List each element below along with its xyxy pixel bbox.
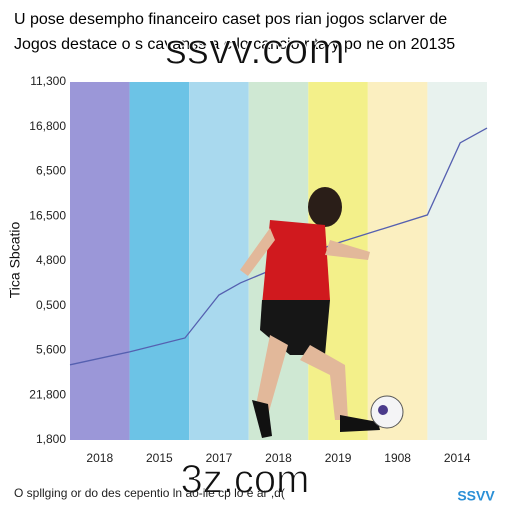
x-tick-label: 2017: [206, 451, 233, 465]
y-tick-label: 16,500: [29, 208, 66, 222]
band: [427, 82, 487, 440]
y-axis-label: Tica Sbcatio: [7, 222, 23, 299]
lines: [69, 127, 488, 366]
axes: 2018 2015 2017 2018 2019 1908 2014 1,800 21,800 5…: [7, 74, 471, 465]
x-tick-label: 2019: [325, 451, 352, 465]
band: [189, 82, 249, 440]
player-photo: [240, 187, 404, 438]
y-tick-label: 21,800: [29, 387, 66, 401]
band: [70, 82, 130, 440]
x-tick-label: 2014: [444, 451, 471, 465]
watermark: ssvv.com: [165, 25, 345, 74]
x-tick-label: 2018: [86, 451, 113, 465]
y-tick-label: 5,600: [36, 343, 66, 357]
band: [367, 82, 428, 440]
watermark: SSVV: [457, 488, 495, 504]
line: [69, 127, 488, 366]
y-tick-label: 6,500: [36, 164, 66, 178]
band: [129, 82, 190, 440]
x-tick-label: 2018: [265, 451, 292, 465]
y-tick-label: 4,800: [36, 253, 66, 267]
x-tick-label: 1908: [384, 451, 411, 465]
y-tick-label: 0,500: [36, 298, 66, 312]
chart-title: U pose desempho financeiro caset pos ria…: [14, 11, 447, 28]
chart-subtitle: Jogos destace o s cavanss a c lo cancio …: [14, 36, 455, 53]
y-tick-label: 16,800: [29, 119, 66, 133]
watermark: 3z.com: [181, 458, 310, 502]
x-tick-label: 2015: [146, 451, 173, 465]
y-tick-label: 11,300: [30, 74, 66, 88]
footer: O spllging or do des cepentio ln ao-ile …: [14, 486, 285, 500]
y-tick-label: 1,800: [36, 432, 66, 446]
